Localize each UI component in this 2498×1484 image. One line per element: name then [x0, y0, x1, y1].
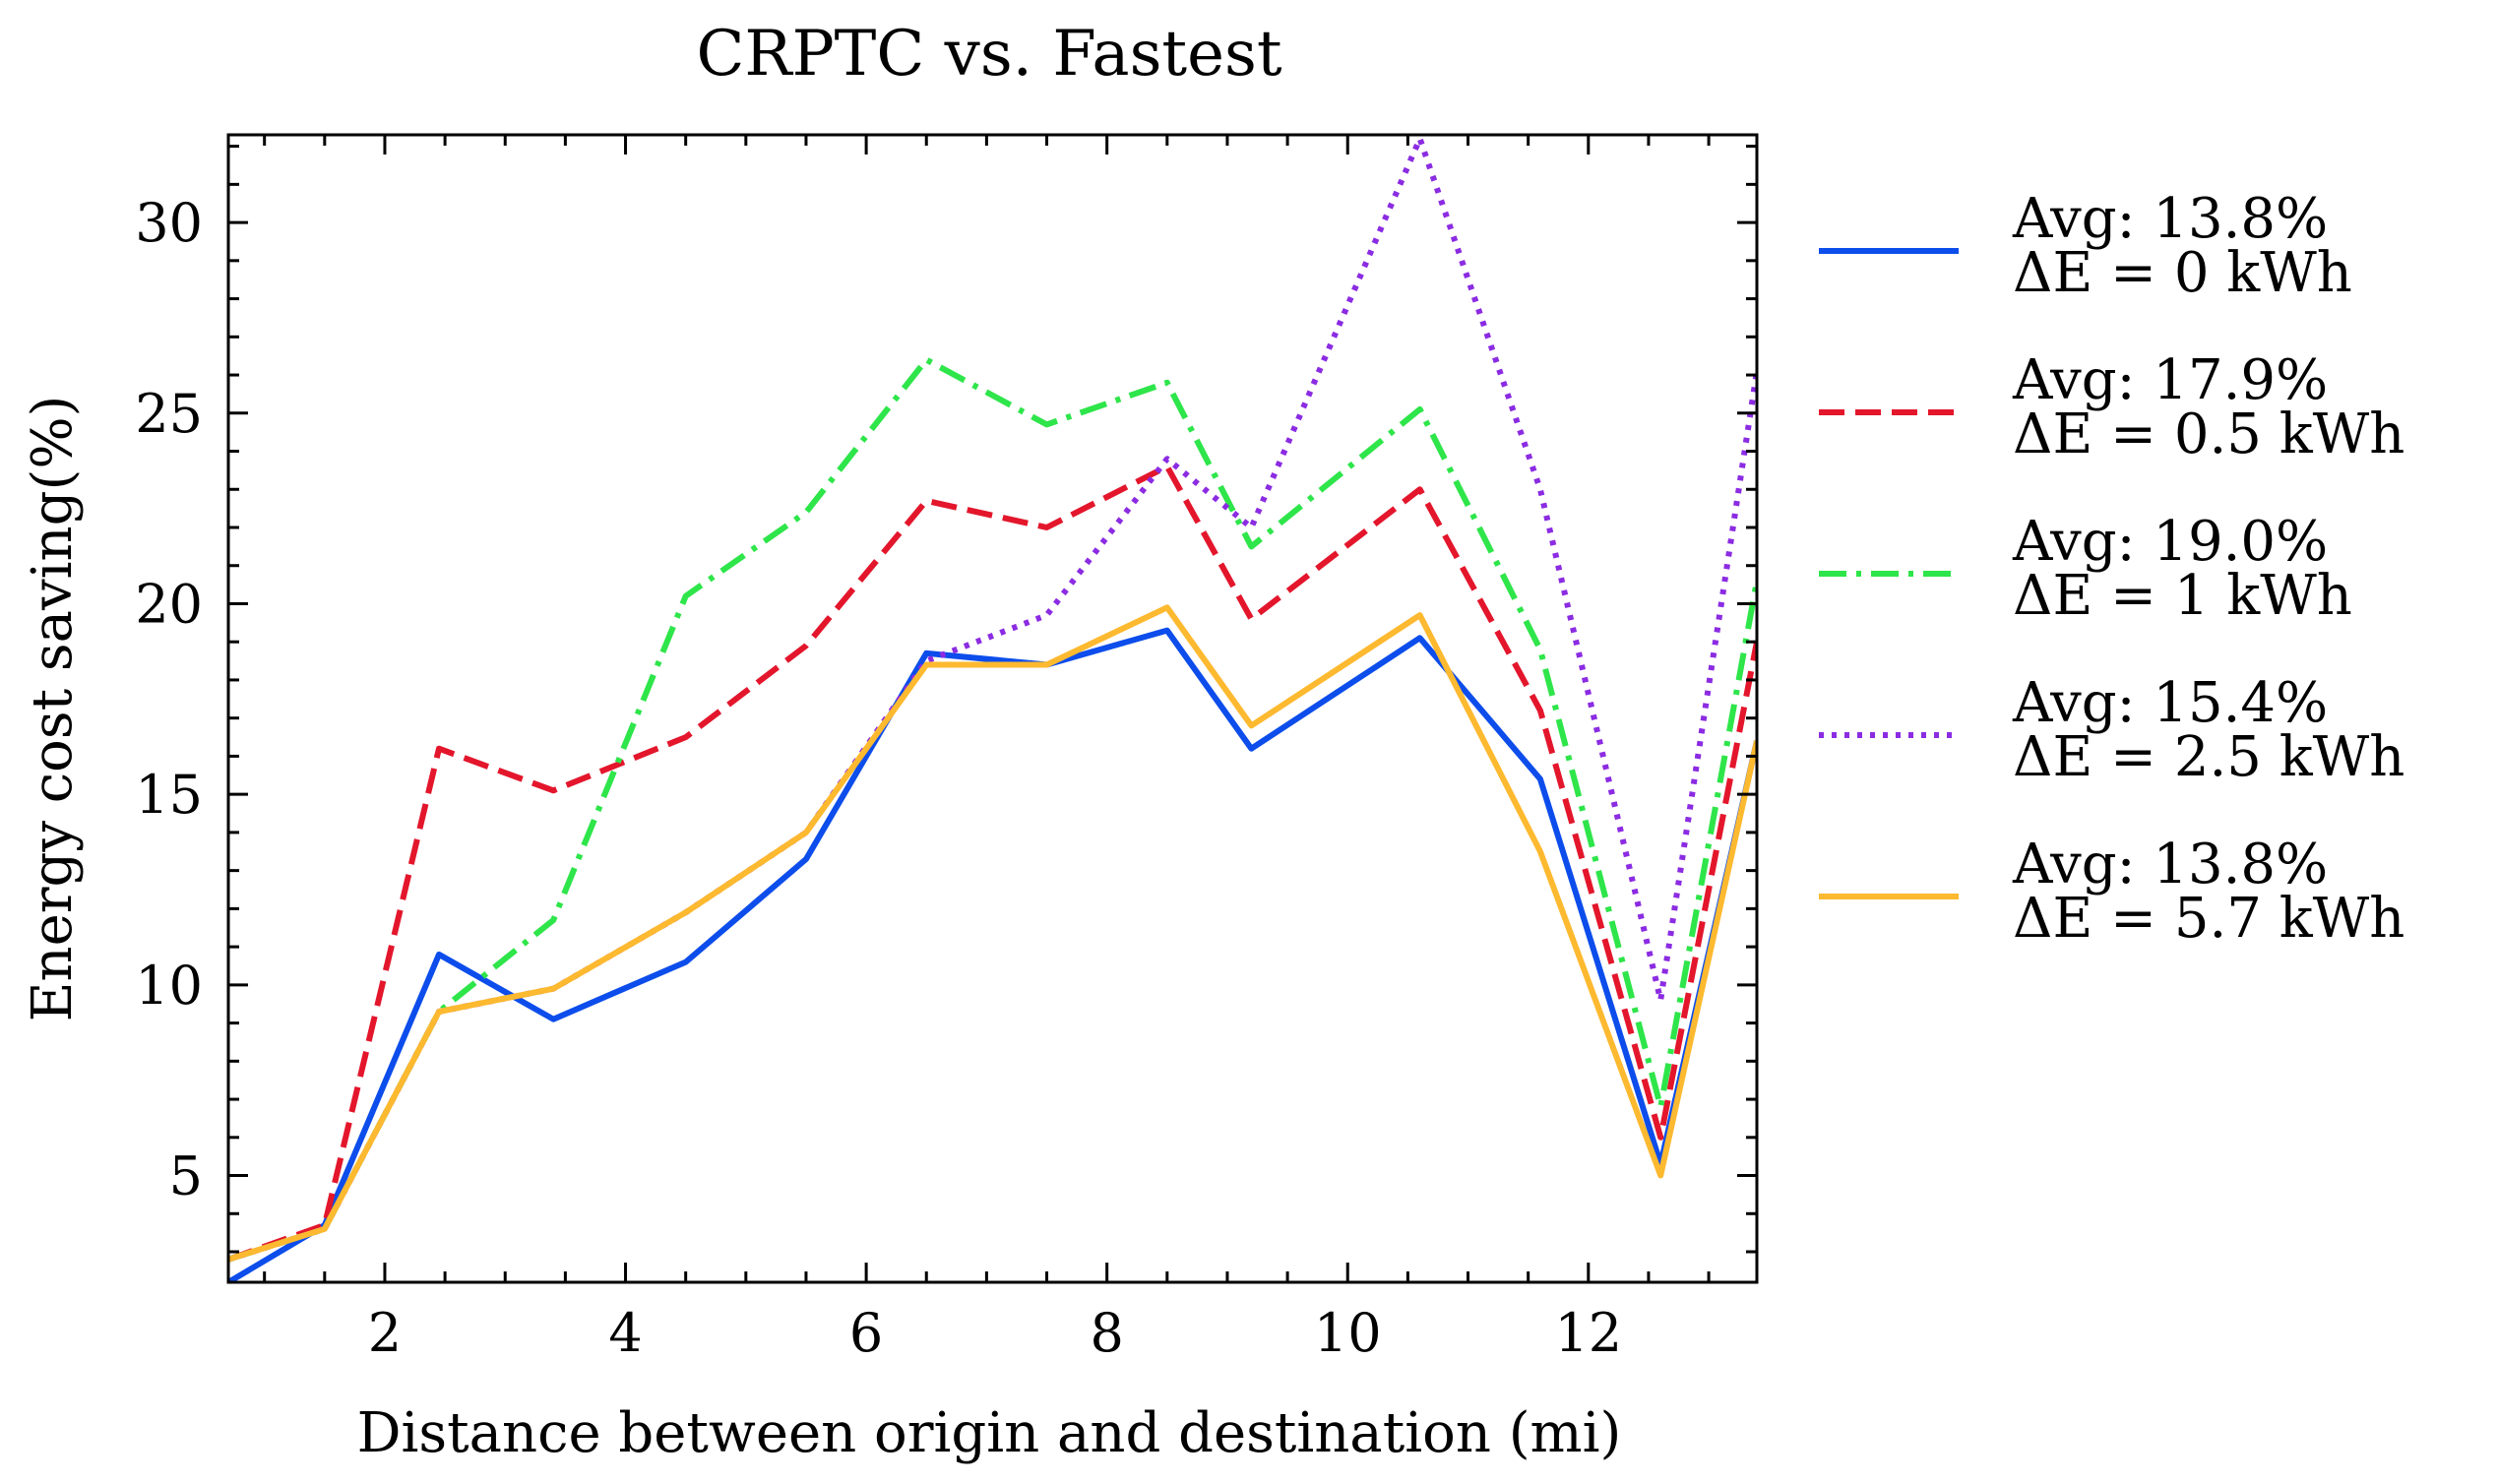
y-axis-label: Energy cost saving(%) [21, 396, 85, 1022]
x-tick-label: 12 [1554, 1302, 1622, 1364]
legend-avg-label: Avg: 13.8% [2012, 833, 2328, 897]
x-axis-label: Distance between origin and destination … [357, 1401, 1622, 1465]
series-line-3 [228, 135, 1757, 1263]
legend-de-label: ΔE = 0.5 kWh [2013, 402, 2404, 466]
series-line-1 [228, 464, 1757, 1263]
y-tick-label: 20 [135, 573, 203, 635]
tick-labels: 2 4 6 8 10 12 5 10 15 20 25 30 [135, 192, 1622, 1364]
y-tick-label: 5 [169, 1145, 203, 1207]
chart-title: CRPTC vs. Fastest [696, 18, 1281, 91]
plot-frame [226, 133, 1759, 1284]
legend-avg-label: Avg: 19.0% [2012, 510, 2328, 574]
series-lines [228, 135, 1757, 1282]
x-tick-label: 4 [608, 1302, 642, 1364]
y-tick-label: 15 [135, 764, 203, 826]
legend-de-label: ΔE = 0 kWh [2013, 241, 2352, 305]
legend-entry: Avg: 15.4%ΔE = 2.5 kWh [1819, 671, 2404, 789]
plot-area: 2 4 6 8 10 12 5 10 15 20 25 30 [135, 133, 1759, 1364]
y-tick-label: 30 [135, 192, 203, 254]
legend-de-label: ΔE = 1 kWh [2013, 564, 2352, 628]
x-tick-label: 10 [1314, 1302, 1382, 1364]
legend-de-label: ΔE = 5.7 kWh [2013, 887, 2404, 951]
y-tick-label: 25 [135, 383, 203, 445]
legend-entry: Avg: 19.0%ΔE = 1 kWh [1819, 510, 2352, 628]
x-tick-label: 2 [368, 1302, 402, 1364]
x-tick-label: 6 [849, 1302, 883, 1364]
y-tick-label: 10 [135, 955, 203, 1017]
legend-entry: Avg: 13.8%ΔE = 5.7 kWh [1819, 833, 2404, 951]
legend-avg-label: Avg: 15.4% [2012, 671, 2328, 735]
legend-entry: Avg: 13.8%ΔE = 0 kWh [1819, 187, 2352, 305]
series-line-4 [228, 604, 1757, 1263]
series-line-2 [228, 356, 1757, 1263]
legend-entry: Avg: 17.9%ΔE = 0.5 kWh [1819, 348, 2404, 466]
legend-avg-label: Avg: 13.8% [2012, 187, 2328, 251]
axis-ticks [228, 135, 1757, 1282]
legend-de-label: ΔE = 2.5 kWh [2013, 725, 2404, 789]
x-tick-label: 8 [1090, 1302, 1123, 1364]
legend-avg-label: Avg: 17.9% [2012, 348, 2328, 412]
series-line-0 [228, 627, 1757, 1282]
